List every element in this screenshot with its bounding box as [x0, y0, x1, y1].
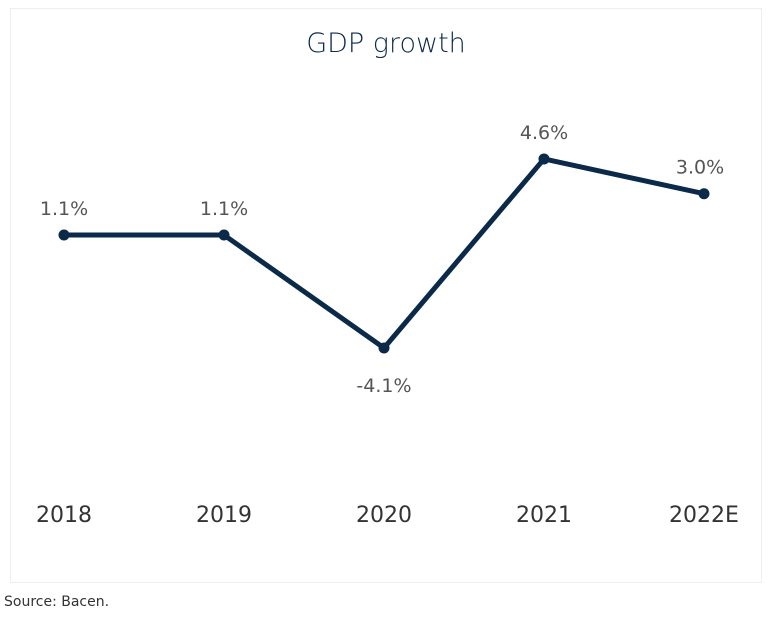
data-label-2022e: 3.0%: [676, 157, 724, 179]
x-tick-label-2021: 2021: [516, 503, 572, 528]
source-note: Source: Bacen.: [4, 594, 110, 610]
x-tick-label-2019: 2019: [196, 503, 252, 528]
data-label-2020: -4.1%: [356, 375, 411, 397]
data-point-2021: [538, 153, 550, 165]
data-label-2018: 1.1%: [40, 198, 88, 220]
data-point-2018: [58, 229, 70, 241]
gdp-series-line: [61, 156, 707, 351]
data-point-2022e: [698, 188, 710, 200]
x-tick-label-2020: 2020: [356, 503, 412, 528]
data-label-2019: 1.1%: [200, 198, 248, 220]
x-axis: 2018 2019 2020 2021 2022E: [36, 503, 739, 528]
series-layer: [58, 153, 710, 354]
chart-frame: [10, 8, 762, 583]
data-label-2021: 4.6%: [520, 122, 568, 144]
data-label-layer: 1.1% 1.1% -4.1% 4.6% 3.0%: [40, 122, 724, 397]
x-tick-label-2018: 2018: [36, 503, 92, 528]
data-point-2019: [218, 229, 230, 241]
chart-title: GDP growth: [306, 28, 466, 59]
x-tick-label-2022e: 2022E: [669, 503, 739, 528]
data-point-2020: [378, 342, 390, 354]
